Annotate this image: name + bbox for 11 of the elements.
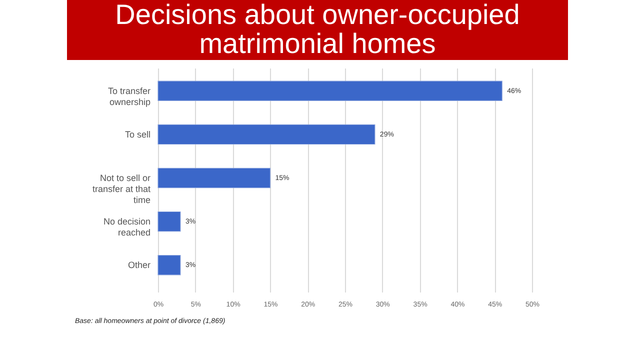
bar	[158, 168, 270, 188]
bar	[158, 80, 502, 101]
bar	[158, 211, 181, 232]
bar	[158, 255, 181, 276]
y-tick-label: To transfer ownership	[108, 86, 150, 107]
y-tick-label: No decision reached	[103, 216, 150, 238]
chart-title: Decisions about owner-occupied matrimonial homes	[67, 0, 568, 59]
y-tick-label: Not to sell or transfer at that time	[92, 173, 151, 205]
bar	[158, 124, 376, 145]
y-tick-label: To sell	[124, 129, 150, 140]
y-tick-label: Other	[128, 260, 150, 270]
